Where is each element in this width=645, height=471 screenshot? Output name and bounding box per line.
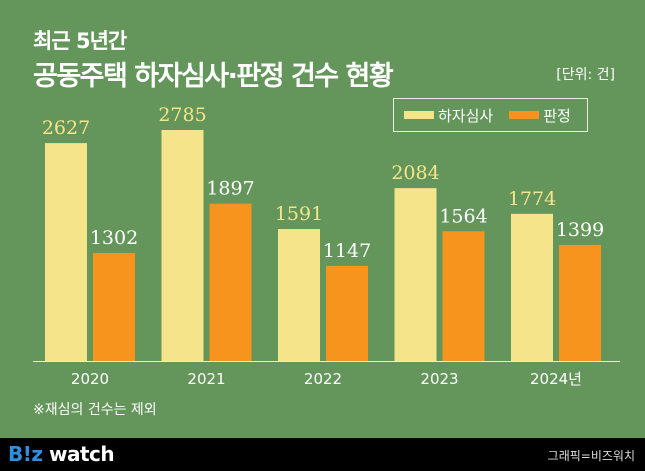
bar-2024년-하자심사: [511, 213, 553, 361]
x-tick-label: 2024년: [530, 370, 582, 388]
data-label: 1774: [508, 188, 556, 210]
bar-2020-판정: [93, 253, 135, 361]
data-label: 2785: [158, 104, 206, 126]
chart-title: 공동주택 하자심사·판정 건수 현황: [33, 61, 394, 92]
chart-subtitle: 최근 5년간: [33, 29, 127, 53]
unit-label: [단위: 건]: [556, 67, 615, 83]
legend-item-series2: 판정: [509, 105, 571, 126]
footer: B!z watch 그래픽=비즈워치: [0, 438, 645, 471]
footnote: ※재심의 건수는 제외: [33, 402, 157, 418]
bar-2023-판정: [442, 231, 485, 361]
data-label: 1897: [206, 178, 254, 200]
legend-swatch: [509, 111, 540, 119]
data-label: 1399: [556, 219, 604, 241]
legend-item-series1: 하자심사: [404, 105, 493, 126]
bar-2021-하자심사: [161, 130, 204, 361]
x-tick-label: 2020: [71, 370, 109, 388]
data-label: 1147: [323, 240, 371, 262]
data-label: 1564: [439, 205, 487, 227]
legend-swatch: [404, 111, 434, 119]
data-label: 1591: [275, 203, 323, 225]
bar-2022-판정: [326, 265, 368, 361]
bar-2022-하자심사: [278, 229, 320, 361]
legend: 하자심사 판정: [393, 98, 588, 132]
x-tick-label: 2021: [187, 370, 225, 388]
legend-label: 판정: [543, 106, 571, 125]
x-tick-label: 2022: [304, 370, 342, 388]
bar-2021-판정: [209, 203, 252, 361]
legend-label: 하자심사: [438, 106, 494, 125]
data-label: 2084: [391, 162, 439, 184]
bar-2024년-판정: [559, 244, 601, 361]
graphic-credit: 그래픽=비즈워치: [547, 449, 635, 463]
bizwatch-logo: B!z watch: [8, 442, 115, 466]
x-tick-label: 2023: [420, 370, 458, 388]
bar-2020-하자심사: [45, 143, 87, 361]
bar-2023-하자심사: [394, 188, 437, 361]
data-label: 2627: [42, 117, 90, 139]
data-label: 1302: [90, 227, 138, 249]
